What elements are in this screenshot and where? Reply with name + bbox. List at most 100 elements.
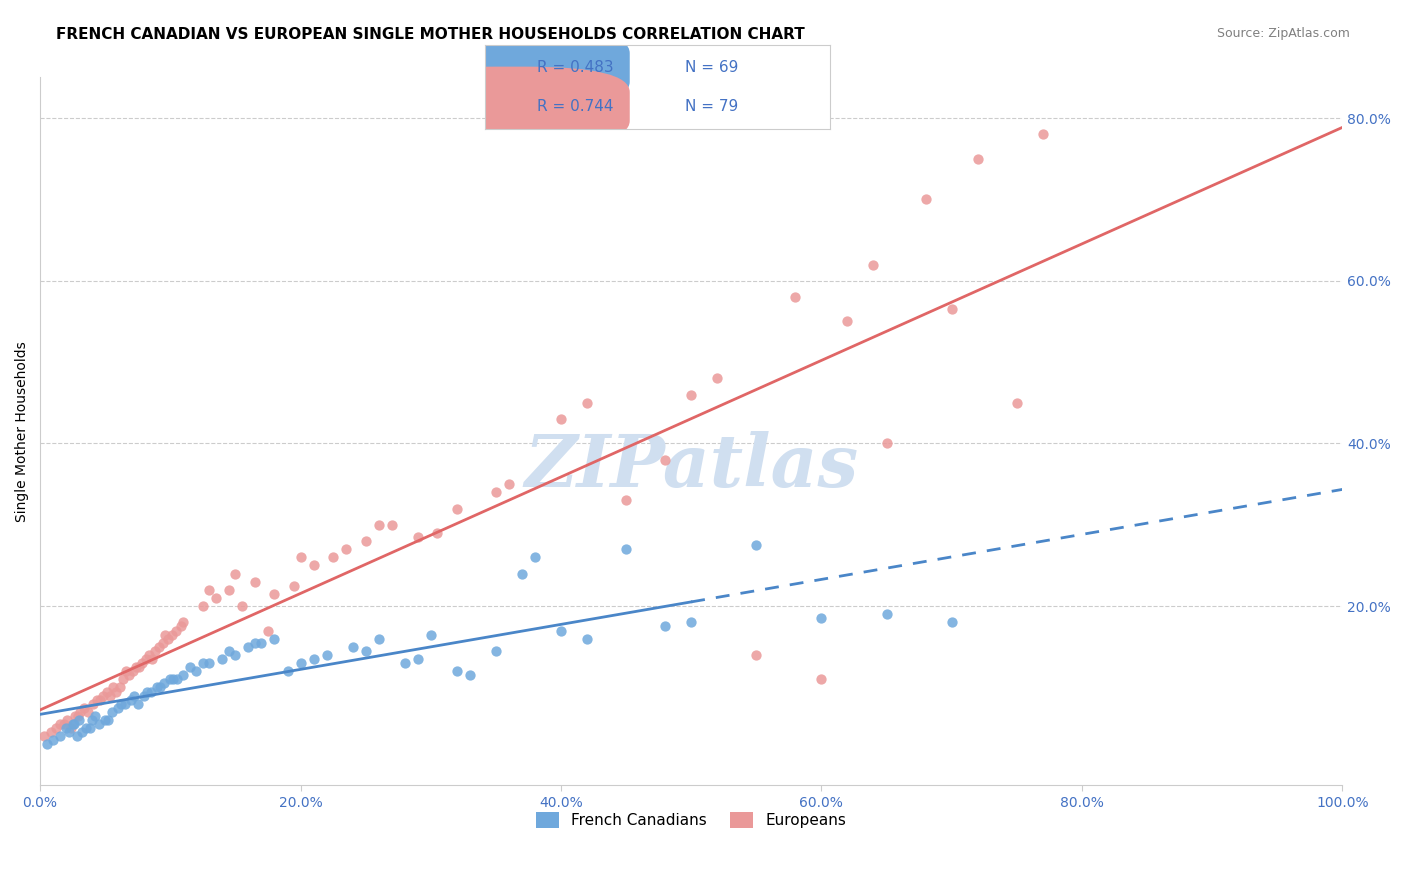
Point (107, 701, 129, 715)
Point (134, 689, 156, 703)
Point (172, 615, 194, 630)
Point (706, 371, 728, 385)
Point (381, 517, 404, 532)
Point (876, 436, 898, 450)
Point (205, 591, 228, 605)
Point (186, 664, 208, 678)
Point (170, 619, 193, 633)
Point (224, 648, 246, 662)
Point (172, 668, 194, 682)
Point (426, 525, 449, 540)
Point (510, 566, 533, 581)
Point (125, 660, 148, 674)
Point (148, 640, 170, 654)
Point (198, 582, 221, 597)
Point (681, 387, 703, 401)
Point (159, 673, 181, 687)
Text: N = 69: N = 69 (685, 60, 738, 75)
Point (128, 660, 150, 674)
Point (48, 717, 70, 731)
Point (121, 664, 143, 678)
Point (342, 640, 364, 654)
Point (406, 530, 429, 544)
Point (118, 668, 141, 682)
Point (785, 290, 807, 304)
Point (65, 709, 87, 723)
Point (576, 396, 599, 410)
Point (135, 652, 157, 666)
Point (146, 681, 169, 695)
Point (100, 705, 122, 719)
Point (55, 721, 77, 735)
Point (104, 684, 127, 698)
Point (100, 689, 122, 703)
Point (153, 627, 176, 641)
Point (1005, 396, 1028, 410)
Point (135, 684, 157, 698)
Point (165, 624, 187, 638)
Point (876, 607, 898, 622)
Point (143, 644, 166, 658)
Point (394, 656, 416, 670)
Point (127, 697, 149, 711)
Point (290, 656, 312, 670)
Point (810, 673, 832, 687)
Point (614, 542, 637, 557)
Point (138, 648, 160, 662)
Point (52, 717, 75, 731)
Point (654, 619, 676, 633)
Point (576, 632, 599, 646)
Point (75, 721, 97, 735)
Point (58, 725, 80, 739)
Point (87, 717, 110, 731)
Point (115, 664, 138, 678)
Point (257, 624, 280, 638)
Point (39, 725, 62, 739)
Point (354, 534, 377, 549)
Point (810, 611, 832, 625)
Y-axis label: Single Mother Households: Single Mother Households (15, 341, 30, 522)
Point (83, 709, 105, 723)
Point (141, 652, 163, 666)
Text: R = 0.483: R = 0.483 (537, 60, 613, 75)
Point (96, 684, 118, 698)
Point (91, 689, 114, 703)
Point (290, 550, 312, 565)
Point (108, 681, 131, 695)
Point (238, 640, 260, 654)
Point (745, 648, 768, 662)
Point (654, 452, 676, 467)
Legend: French Canadians, Europeans: French Canadians, Europeans (530, 805, 852, 834)
Point (218, 644, 240, 658)
Point (315, 648, 337, 662)
Point (862, 258, 884, 272)
Point (302, 652, 325, 666)
Point (65, 729, 87, 743)
Point (283, 579, 305, 593)
Point (302, 558, 325, 573)
Text: ZIPatlas: ZIPatlas (524, 431, 858, 502)
Point (837, 314, 859, 328)
Point (263, 632, 285, 646)
Point (156, 632, 179, 646)
Point (120, 692, 142, 706)
Point (614, 493, 637, 508)
Point (35, 738, 58, 752)
Point (367, 517, 389, 532)
Point (243, 574, 266, 589)
Point (941, 615, 963, 630)
Point (70, 725, 93, 739)
Point (322, 550, 344, 565)
Point (367, 632, 389, 646)
Point (224, 566, 246, 581)
Point (218, 582, 240, 597)
Point (69, 705, 91, 719)
Text: Source: ZipAtlas.com: Source: ZipAtlas.com (1216, 27, 1350, 40)
Point (83, 697, 105, 711)
FancyBboxPatch shape (392, 28, 630, 107)
Point (523, 550, 546, 565)
Point (66, 709, 89, 723)
Point (162, 673, 184, 687)
Point (485, 644, 508, 658)
Point (681, 615, 703, 630)
